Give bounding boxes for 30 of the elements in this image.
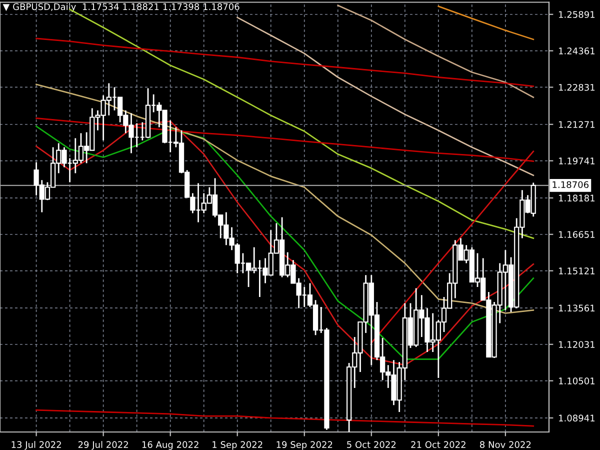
- line-series: [337, 4, 534, 98]
- line-series: [36, 409, 534, 427]
- y-tick-label: 1.08941: [559, 414, 595, 422]
- y-tick-label: 1.16651: [559, 231, 595, 238]
- y-tick-label: 1.12031: [559, 341, 595, 348]
- x-tick-label: 5 Oct 2022: [347, 441, 396, 448]
- x-tick-label: 29 Jul 2022: [78, 441, 128, 450]
- line-series: [370, 150, 534, 344]
- x-tick-label: 1 Sep 2022: [212, 441, 262, 450]
- y-tick-label: 1.19741: [559, 158, 595, 164]
- x-tick-label: 19 Sep 2022: [276, 441, 332, 450]
- x-tick-label: 16 Aug 2022: [142, 441, 198, 450]
- x-tick-label: 8 Nov 2022: [480, 441, 531, 448]
- y-tick-label: 1.10501: [559, 378, 595, 384]
- y-tick-label: 1.18181: [559, 194, 595, 202]
- line-series: [36, 118, 534, 162]
- y-tick-label: 1.25891: [559, 11, 595, 18]
- x-tick-label: 13 Jul 2022: [12, 441, 61, 450]
- ref-line-label: 1.18706: [552, 181, 589, 188]
- line-series: [236, 16, 534, 176]
- y-tick-label: 1.21271: [559, 121, 595, 128]
- chart-title: ▼ GBPUSD,Daily 1.17534 1.18821 1.17398 1.18706: [2, 3, 240, 12]
- line-series: [438, 6, 534, 40]
- x-tick-label: 21 Oct 2022: [411, 441, 466, 448]
- y-tick-label: 1.13561: [559, 304, 595, 312]
- y-tick-label: 1.24361: [559, 48, 595, 54]
- line-series: [36, 84, 534, 314]
- y-tick-label: 1.22831: [559, 84, 595, 91]
- line-series: [36, 38, 534, 87]
- y-tick-label: 1.15121: [559, 268, 595, 274]
